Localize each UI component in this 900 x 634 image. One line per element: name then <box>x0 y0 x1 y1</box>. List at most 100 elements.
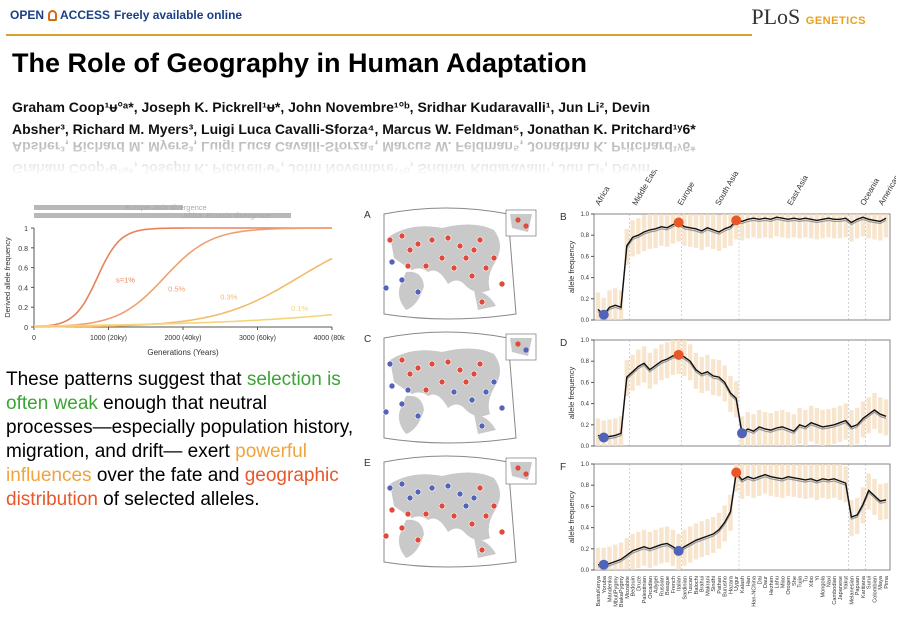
freq-range-band <box>601 547 606 570</box>
freq-range-band <box>745 464 750 496</box>
sim-series-line <box>33 313 333 327</box>
freq-y-tick-label: 0.0 <box>581 568 590 574</box>
freq-range-band <box>716 360 722 397</box>
divergence-label: Africa–Eurasia divergence <box>183 211 271 220</box>
sim-x-tick-label: 0 <box>32 335 36 342</box>
population-dot <box>414 288 422 296</box>
freq-range-band <box>607 546 612 570</box>
population-label: BiakaPygmy <box>619 576 625 607</box>
freq-range-band <box>751 414 756 446</box>
population-dot <box>414 536 422 544</box>
population-dot <box>398 480 406 488</box>
population-dot <box>428 360 436 368</box>
freq-range-band <box>595 418 601 446</box>
region-label: South Asia <box>713 170 740 207</box>
inset-population-dot <box>523 223 529 229</box>
sim-series-line <box>34 227 332 328</box>
authors-line-2: Absher³, Richard M. Myers³, Luigi Luca C… <box>12 121 696 137</box>
population-dot <box>406 246 414 254</box>
freq-range-band <box>878 397 883 434</box>
population-dot <box>478 422 486 430</box>
highlight-population-dot <box>673 349 684 360</box>
sim-y-tick-label: 0.8 <box>18 246 28 253</box>
freq-range-band <box>699 356 704 393</box>
freq-range-band <box>670 214 676 244</box>
freq-range-band <box>601 297 606 320</box>
freq-range-band <box>872 393 877 430</box>
freq-y-tick-label: 0.8 <box>581 359 590 365</box>
region-label: East Asia <box>785 173 810 207</box>
freq-range-band <box>762 464 768 494</box>
freq-range-band <box>659 344 664 381</box>
freq-range-band <box>855 407 860 444</box>
population-label: She <box>792 576 798 586</box>
freq-secondary-line <box>598 473 887 568</box>
freq-range-band <box>699 521 704 558</box>
sim-series-line <box>34 257 333 328</box>
freq-range-band <box>791 214 797 238</box>
sim-series-line <box>33 227 332 328</box>
header-rule <box>6 34 752 36</box>
population-label: Papuan <box>855 576 861 595</box>
freq-range-band <box>780 214 785 238</box>
freq-panel: 0.0 0.2 0.4 0.6 0.8 1.0 allele frequency D <box>560 338 891 450</box>
freq-range-band <box>739 214 745 241</box>
population-dot <box>382 532 390 540</box>
freq-range-band <box>878 484 883 521</box>
population-label: French <box>671 576 677 593</box>
freq-range-band <box>682 340 687 377</box>
population-dot <box>428 236 436 244</box>
map-panel-label: E <box>364 458 371 469</box>
freq-range-band <box>774 214 779 237</box>
freq-range-band <box>820 214 825 239</box>
freq-range-band <box>670 529 676 566</box>
freq-y-tick-label: 0.4 <box>581 402 590 408</box>
freq-range-band <box>872 214 877 240</box>
freq-range-band <box>785 464 791 496</box>
population-dot <box>498 528 506 536</box>
freq-range-band <box>757 214 762 239</box>
freq-range-band <box>768 214 773 239</box>
population-label: Yi <box>815 576 821 581</box>
freq-range-band <box>676 214 681 242</box>
population-label: Surui <box>867 576 873 589</box>
freq-range-band <box>768 464 773 496</box>
population-dot <box>444 234 452 242</box>
freq-range-band <box>780 409 785 446</box>
sim-x-tick-label: 1000 (20ky) <box>90 335 127 342</box>
freq-range-band <box>630 533 635 570</box>
population-dot <box>404 386 412 394</box>
sim-series-label: s=1% <box>116 275 135 284</box>
freq-range-band <box>843 214 848 238</box>
freq-main-line <box>598 470 887 566</box>
sim-y-tick-label: 1 <box>24 226 28 233</box>
sim-y-tick-label: 0 <box>24 325 28 332</box>
population-dot <box>404 510 412 518</box>
freq-range-band <box>849 409 854 446</box>
population-label: Tu <box>803 576 809 582</box>
population-dot <box>422 386 430 394</box>
freq-range-band <box>607 419 612 446</box>
quote-text-4: of selected alleles. <box>97 489 260 510</box>
freq-range-band <box>641 346 647 383</box>
population-label: Burusho <box>723 576 729 597</box>
sim-y-tick-label: 0.6 <box>18 266 28 273</box>
region-label: Europe <box>676 180 697 207</box>
map-panel: C <box>364 331 537 444</box>
highlight-population-dot <box>737 428 747 439</box>
population-dot <box>450 264 458 272</box>
freq-range-band <box>693 352 699 389</box>
divergence-bar <box>34 213 292 218</box>
population-dot <box>398 400 406 408</box>
freq-range-band <box>745 214 750 239</box>
selection-simulation-chart: 0 0.2 0.4 0.6 0.8 1 0 1000 (20ky) 2000 (40ky) 300… <box>3 203 345 357</box>
freq-range-band <box>814 464 820 501</box>
freely-available-label: Freely available online <box>114 8 243 22</box>
population-dot <box>476 236 484 244</box>
freq-range-band <box>803 214 808 238</box>
population-label: Karitiana <box>861 575 867 598</box>
quote-highlight-distribution: geographic distribution <box>6 465 339 510</box>
map-panel: E <box>364 455 537 568</box>
freq-range-band <box>734 214 739 240</box>
